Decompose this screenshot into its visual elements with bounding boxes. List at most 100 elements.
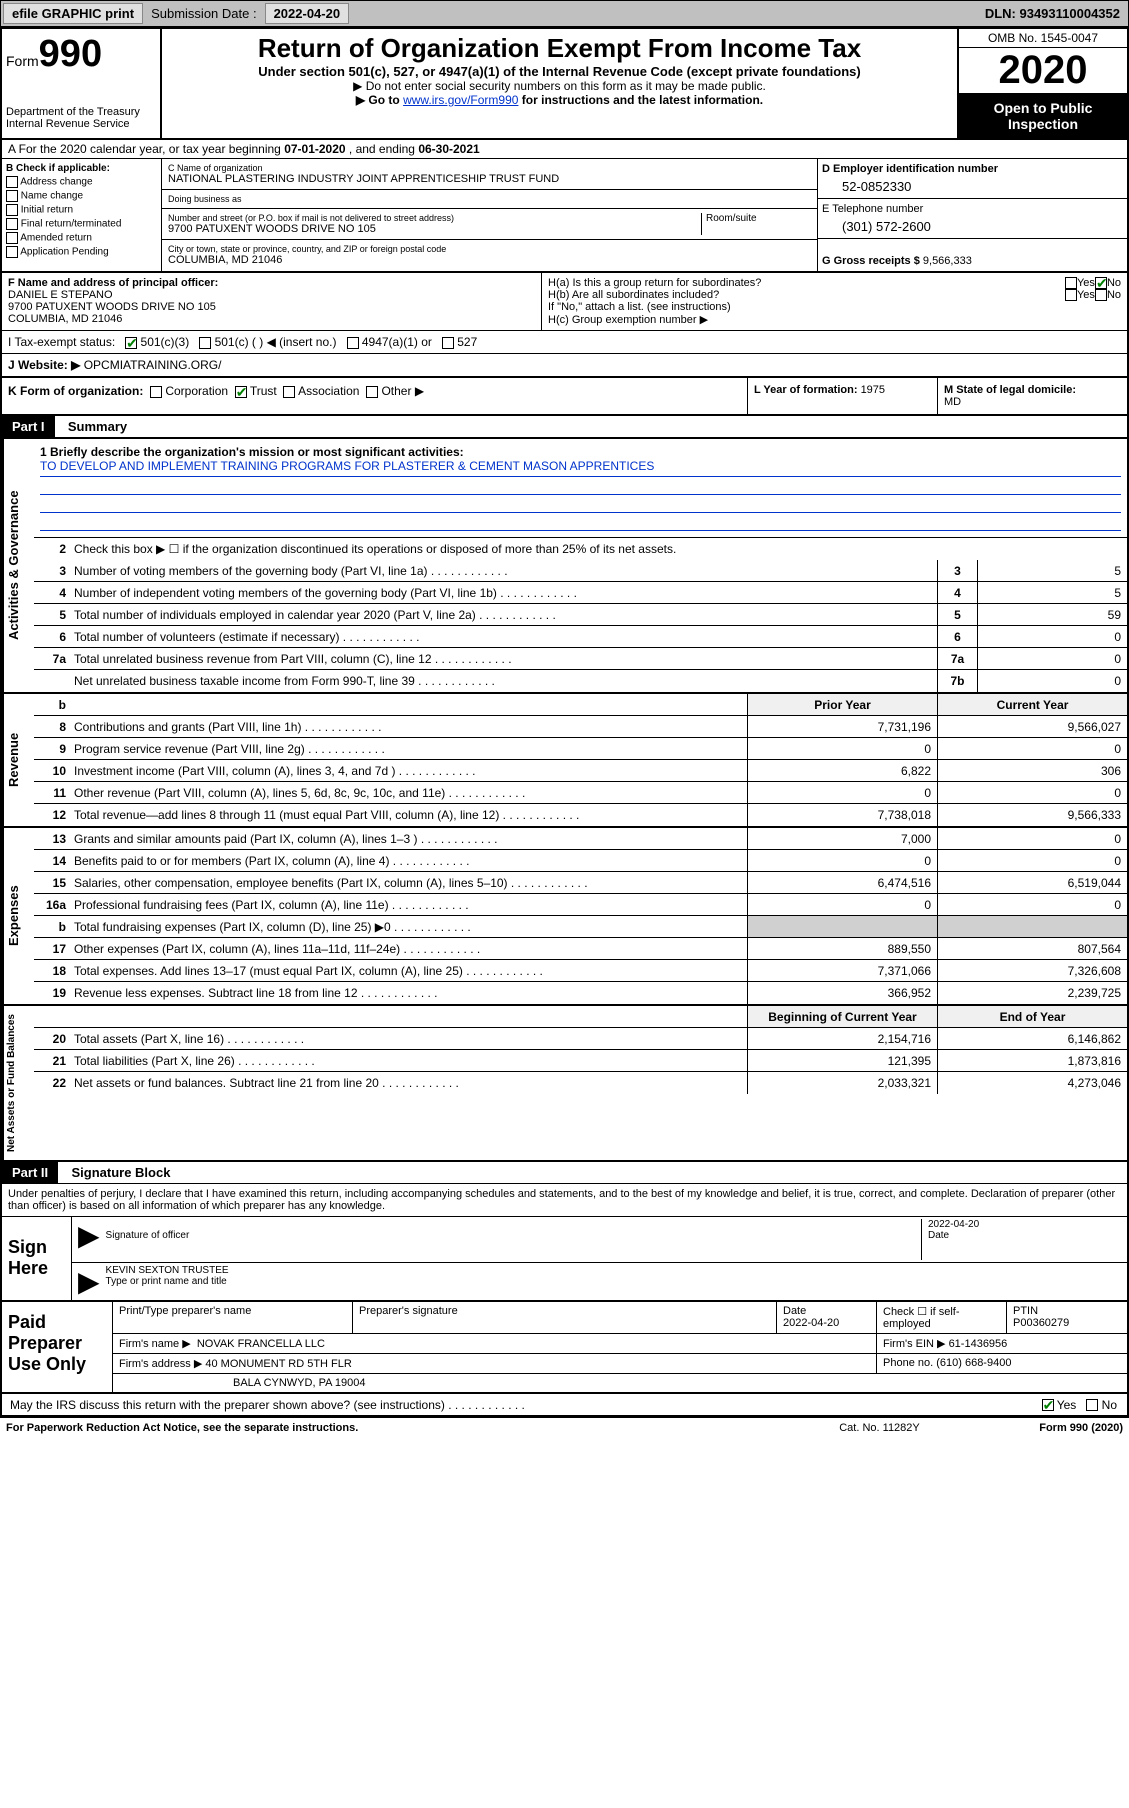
paid-preparer-label: Paid Preparer Use Only xyxy=(2,1302,112,1392)
exp-line-18: 18Total expenses. Add lines 13–17 (must … xyxy=(34,960,1127,982)
col-b-checkboxes: B Check if applicable: Address change Na… xyxy=(2,159,162,271)
chk-527[interactable] xyxy=(442,337,454,349)
net-line-21: 21Total liabilities (Part X, line 26) 12… xyxy=(34,1050,1127,1072)
governance-section: Activities & Governance 1 Briefly descri… xyxy=(2,439,1127,694)
rev-header: b Prior Year Current Year xyxy=(34,694,1127,716)
paid-preparer-section: Paid Preparer Use Only Print/Type prepar… xyxy=(2,1302,1127,1394)
chk-amended[interactable]: Amended return xyxy=(6,232,157,244)
city-row: City or town, state or province, country… xyxy=(162,240,817,270)
dba-row: Doing business as xyxy=(162,190,817,209)
exp-line-13: 13Grants and similar amounts paid (Part … xyxy=(34,828,1127,850)
box-e-phone: E Telephone number (301) 572-2600 xyxy=(818,199,1127,239)
header-center: Return of Organization Exempt From Incom… xyxy=(162,29,957,138)
gross-receipts: 9,566,333 xyxy=(923,255,972,267)
exp-line-19: 19Revenue less expenses. Subtract line 1… xyxy=(34,982,1127,1004)
header-left: Form990 Department of the Treasury Inter… xyxy=(2,29,162,138)
side-governance: Activities & Governance xyxy=(2,439,34,692)
ein-value: 52-0852330 xyxy=(822,175,1123,194)
chk-501c3[interactable] xyxy=(125,337,137,349)
chk-discuss-yes[interactable] xyxy=(1042,1399,1054,1411)
signature-line: ▶ Signature of officer 2022-04-20Date xyxy=(72,1217,1127,1263)
arrow-icon: ▶ xyxy=(78,1265,106,1298)
chk-discuss-no[interactable] xyxy=(1086,1399,1098,1411)
side-net-assets: Net Assets or Fund Balances xyxy=(2,1006,34,1160)
row-f-h: F Name and address of principal officer:… xyxy=(2,273,1127,331)
revenue-section: Revenue b Prior Year Current Year 8Contr… xyxy=(2,694,1127,828)
officer-name: DANIEL E STEPANO xyxy=(8,289,113,301)
gov-line-7b: Net unrelated business taxable income fr… xyxy=(34,670,1127,692)
part-i-title: Summary xyxy=(58,416,137,437)
chk-501c[interactable] xyxy=(199,337,211,349)
footer: For Paperwork Reduction Act Notice, see … xyxy=(0,1418,1129,1438)
exp-line-b: bTotal fundraising expenses (Part IX, co… xyxy=(34,916,1127,938)
firm-name-row: Firm's name ▶ NOVAK FRANCELLA LLC Firm's… xyxy=(113,1334,1127,1354)
header-right: OMB No. 1545-0047 2020 Open to Public In… xyxy=(957,29,1127,138)
omb-number: OMB No. 1545-0047 xyxy=(959,29,1127,48)
efile-button[interactable]: efile GRAPHIC print xyxy=(3,3,143,24)
row-j-website: J Website: ▶ OPCMIATRAINING.ORG/ xyxy=(2,354,1127,378)
website: OPCMIATRAINING.ORG/ xyxy=(80,358,221,372)
net-line-20: 20Total assets (Part X, line 16) 2,154,7… xyxy=(34,1028,1127,1050)
chk-hb-yes[interactable] xyxy=(1065,289,1077,301)
chk-final[interactable]: Final return/terminated xyxy=(6,218,157,230)
gov-line-6: 6Total number of volunteers (estimate if… xyxy=(34,626,1127,648)
row-a-tax-year: A For the 2020 calendar year, or tax yea… xyxy=(2,140,1127,159)
chk-4947[interactable] xyxy=(347,337,359,349)
submission-label: Submission Date : xyxy=(145,4,263,23)
discuss-row: May the IRS discuss this return with the… xyxy=(2,1394,1127,1416)
phone-value: (301) 572-2600 xyxy=(822,215,1123,234)
net-header: Beginning of Current Year End of Year xyxy=(34,1006,1127,1028)
part-ii-title: Signature Block xyxy=(61,1162,180,1183)
rev-line-10: 10Investment income (Part VIII, column (… xyxy=(34,760,1127,782)
line-1-mission: 1 Briefly describe the organization's mi… xyxy=(34,439,1127,538)
street-row: Number and street (or P.O. box if mail i… xyxy=(162,209,817,240)
side-expenses: Expenses xyxy=(2,828,34,1004)
rev-line-8: 8Contributions and grants (Part VIII, li… xyxy=(34,716,1127,738)
chk-trust[interactable] xyxy=(235,386,247,398)
city: COLUMBIA, MD 21046 xyxy=(168,254,811,266)
sign-here-section: Sign Here ▶ Signature of officer 2022-04… xyxy=(2,1217,1127,1302)
chk-corp[interactable] xyxy=(150,386,162,398)
dln: DLN: 93493110004352 xyxy=(977,4,1128,23)
perjury-statement: Under penalties of perjury, I declare th… xyxy=(2,1184,1127,1217)
tax-year: 2020 xyxy=(959,48,1127,94)
chk-ha-no[interactable] xyxy=(1095,277,1107,289)
dept-treasury: Department of the Treasury Internal Reve… xyxy=(6,106,156,130)
chk-application[interactable]: Application Pending xyxy=(6,246,157,258)
chk-assoc[interactable] xyxy=(283,386,295,398)
col-d-e-g: D Employer identification number 52-0852… xyxy=(817,159,1127,271)
chk-ha-yes[interactable] xyxy=(1065,277,1077,289)
form-title: Return of Organization Exempt From Incom… xyxy=(172,33,947,64)
officer-name-line: ▶ KEVIN SEXTON TRUSTEEType or print name… xyxy=(72,1263,1127,1300)
rev-line-9: 9Program service revenue (Part VIII, lin… xyxy=(34,738,1127,760)
note-website: ▶ Go to www.irs.gov/Form990 for instruct… xyxy=(172,93,947,107)
form-number: 990 xyxy=(39,33,102,75)
submission-date: 2022-04-20 xyxy=(265,3,350,24)
box-f-officer: F Name and address of principal officer:… xyxy=(2,273,542,330)
part-i-tag: Part I xyxy=(2,416,55,437)
box-d-ein: D Employer identification number 52-0852… xyxy=(818,159,1127,199)
gov-line-7a: 7aTotal unrelated business revenue from … xyxy=(34,648,1127,670)
firm-addr2-row: BALA CYNWYD, PA 19004 xyxy=(113,1374,1127,1392)
line-2: 2Check this box ▶ ☐ if the organization … xyxy=(34,538,1127,560)
col-b-header: B Check if applicable: xyxy=(6,163,110,174)
exp-line-17: 17Other expenses (Part IX, column (A), l… xyxy=(34,938,1127,960)
gov-line-3: 3Number of voting members of the governi… xyxy=(34,560,1127,582)
row-k-l-m: K Form of organization: Corporation Trus… xyxy=(2,378,1127,416)
net-line-22: 22Net assets or fund balances. Subtract … xyxy=(34,1072,1127,1094)
chk-hb-no[interactable] xyxy=(1095,289,1107,301)
form-word: Form xyxy=(6,53,39,69)
chk-other[interactable] xyxy=(366,386,378,398)
gov-line-5: 5Total number of individuals employed in… xyxy=(34,604,1127,626)
gov-line-4: 4Number of independent voting members of… xyxy=(34,582,1127,604)
col-current-year: Current Year xyxy=(937,694,1127,715)
box-m-state: M State of legal domicile:MD xyxy=(937,378,1127,414)
exp-line-15: 15Salaries, other compensation, employee… xyxy=(34,872,1127,894)
chk-address[interactable]: Address change xyxy=(6,176,157,188)
chk-initial[interactable]: Initial return xyxy=(6,204,157,216)
irs-link[interactable]: www.irs.gov/Form990 xyxy=(403,93,518,107)
chk-name[interactable]: Name change xyxy=(6,190,157,202)
paperwork-notice: For Paperwork Reduction Act Notice, see … xyxy=(6,1422,358,1434)
exp-line-14: 14Benefits paid to or for members (Part … xyxy=(34,850,1127,872)
part-ii-tag: Part II xyxy=(2,1162,58,1183)
